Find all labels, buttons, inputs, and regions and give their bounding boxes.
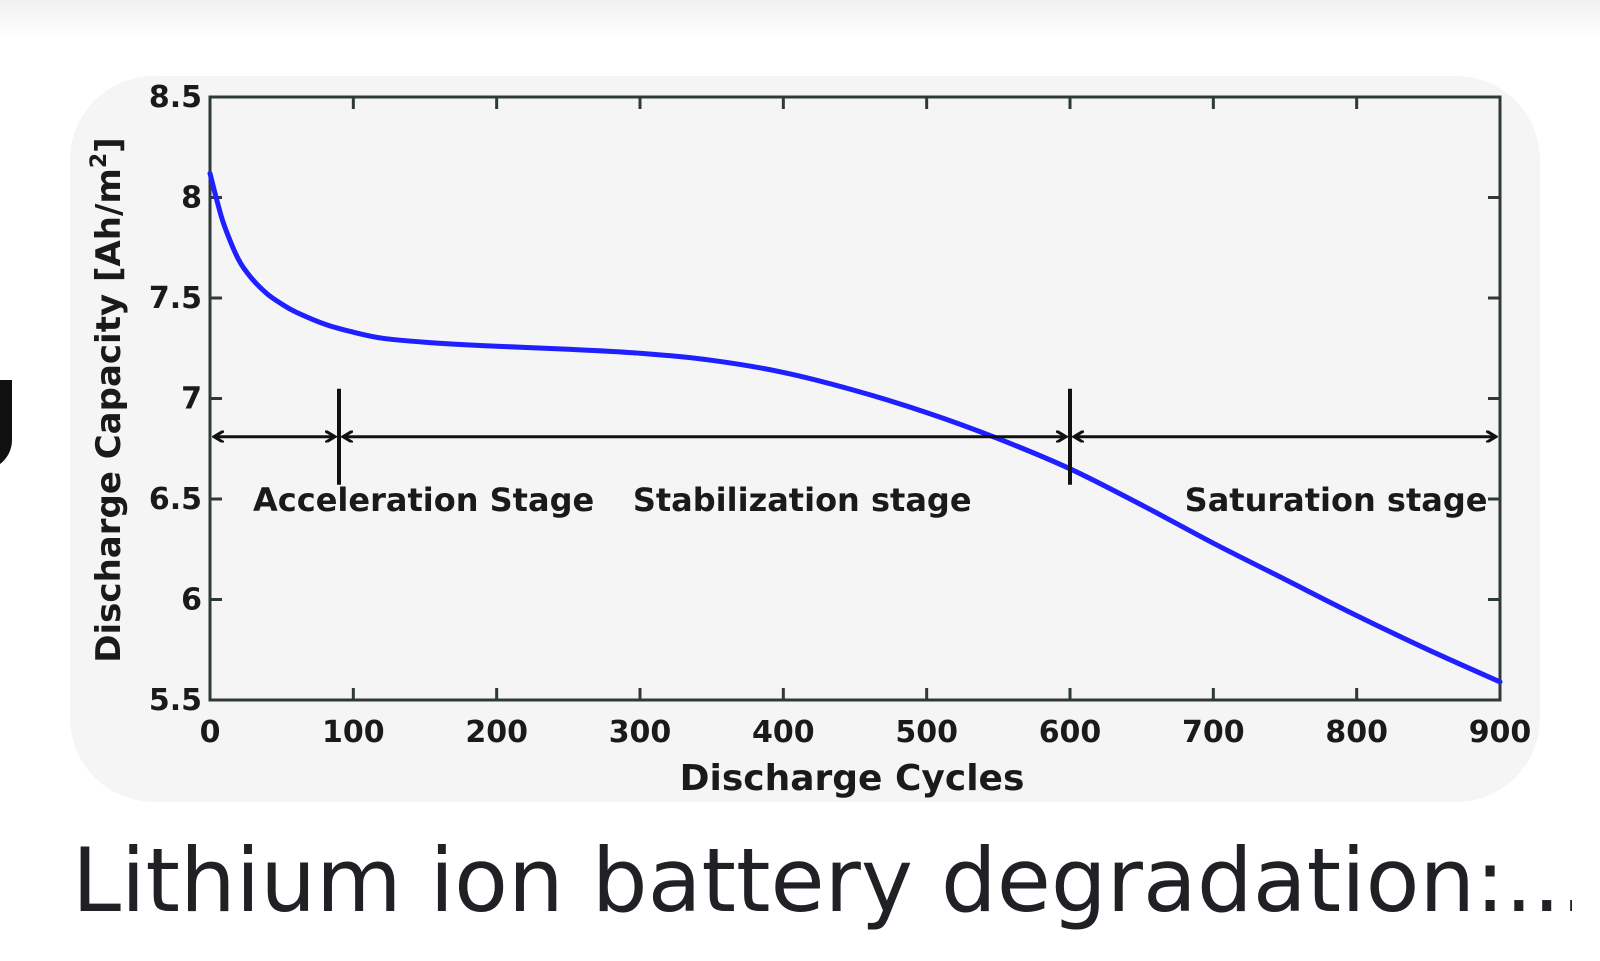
- y-tick-labels: 5.5 6 6.5 7 7.5 8 8.5: [149, 80, 202, 718]
- x-tick-label: 700: [1182, 715, 1245, 750]
- stage-arrows: [214, 388, 1496, 485]
- y-tick-label: 6: [181, 583, 202, 618]
- x-tick-label: 600: [1039, 715, 1102, 750]
- y-tick-label: 7: [181, 382, 202, 417]
- x-tick-label: 900: [1469, 715, 1532, 750]
- y-tick-label: 8.5: [149, 80, 202, 115]
- series-line: [207, 170, 1503, 685]
- y-axis-label-superscript: 2: [87, 153, 112, 168]
- plot-area: [208, 95, 1502, 702]
- x-tick-label: 500: [895, 715, 958, 750]
- stage-label: Saturation stage: [1185, 481, 1488, 519]
- result-title[interactable]: Lithium ion battery degradation:...: [72, 829, 1572, 932]
- y-tick-label: 8: [181, 181, 202, 216]
- top-band: [0, 0, 1600, 40]
- y-tick-label: 5.5: [149, 683, 202, 718]
- x-tick-label: 400: [752, 715, 815, 750]
- x-tick-label: 200: [465, 715, 528, 750]
- y-axis-label: Discharge Capacity [Ah/m2]: [87, 137, 129, 662]
- y-tick-label: 7.5: [149, 281, 202, 316]
- chart: 0 100 200 300 400 500 600 700 800 900 5.5 6 6.5 7 7.5…: [87, 80, 1532, 799]
- x-tick-label: 800: [1325, 715, 1388, 750]
- stage-label: Acceleration Stage: [253, 481, 594, 519]
- x-axis-label: Discharge Cycles: [680, 758, 1025, 799]
- y-axis-label-main: Discharge Capacity [Ah/m: [89, 168, 129, 663]
- adjacent-card-edge: [0, 380, 12, 470]
- stage-label: Stabilization stage: [633, 481, 972, 519]
- x-tick-label: 0: [200, 715, 221, 750]
- x-tick-label: 300: [609, 715, 672, 750]
- axis-ticks: [208, 95, 1502, 702]
- y-tick-label: 6.5: [149, 482, 202, 517]
- y-axis-label-close: ]: [89, 137, 129, 153]
- x-tick-labels: 0 100 200 300 400 500 600 700 800 900: [200, 715, 1532, 750]
- stage-annotations: Acceleration Stage Stabilization stage Sat…: [253, 481, 1487, 519]
- x-tick-label: 100: [322, 715, 385, 750]
